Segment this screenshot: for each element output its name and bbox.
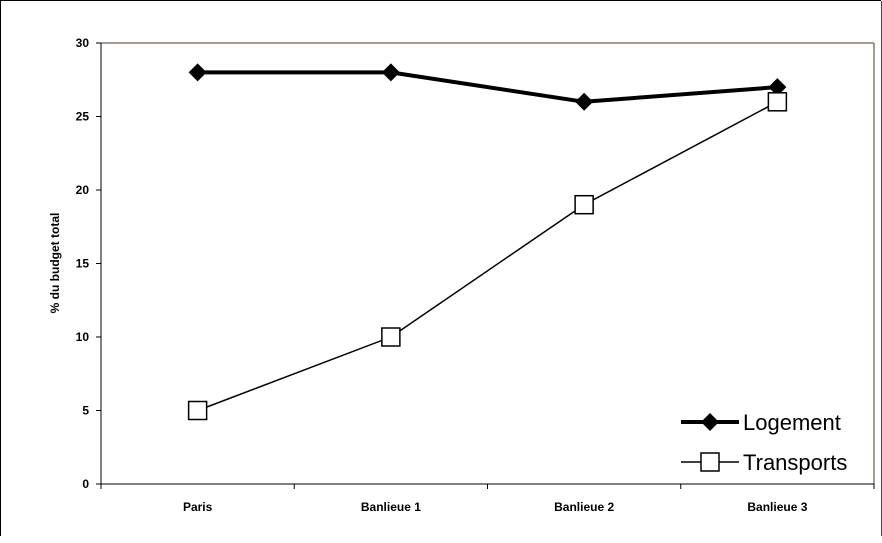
data-point-logement [575,92,594,111]
x-tick-label: Banlieue 2 [554,500,614,514]
y-tick-label: 10 [76,330,90,344]
x-tick-label: Banlieue 3 [747,500,807,514]
x-tick-label: Paris [183,500,213,514]
y-axis-label: % du budget total [48,213,62,314]
y-tick-label: 30 [76,36,90,50]
series-line-transports [197,101,778,412]
x-axis: Paris Banlieue 1 Banlieue 2 Banlieue 3 [100,483,875,514]
y-axis: 0 5 10 15 20 25 30 [76,36,102,491]
series-group [187,63,788,421]
y-tick-label: 25 [76,110,90,124]
data-point-logement [188,63,207,82]
legend-marker-transports [700,452,720,472]
legend-marker-logement [701,413,719,431]
x-tick-label: Banlieue 1 [361,500,421,514]
y-tick-label: 0 [82,477,89,491]
y-tick-label: 15 [76,257,90,271]
legend: Logement Transports [681,410,847,475]
legend-label-logement: Logement [743,410,841,435]
series-line-logement [197,70,778,104]
data-point-transports [574,194,594,215]
y-tick-label: 5 [82,404,89,418]
data-point-transports [381,327,401,347]
data-point-logement [381,63,400,82]
data-point-transports [767,92,788,112]
data-point-transports [187,400,208,421]
legend-label-transports: Transports [743,450,847,475]
data-point-logement [768,78,787,97]
y-tick-label: 20 [76,183,90,197]
